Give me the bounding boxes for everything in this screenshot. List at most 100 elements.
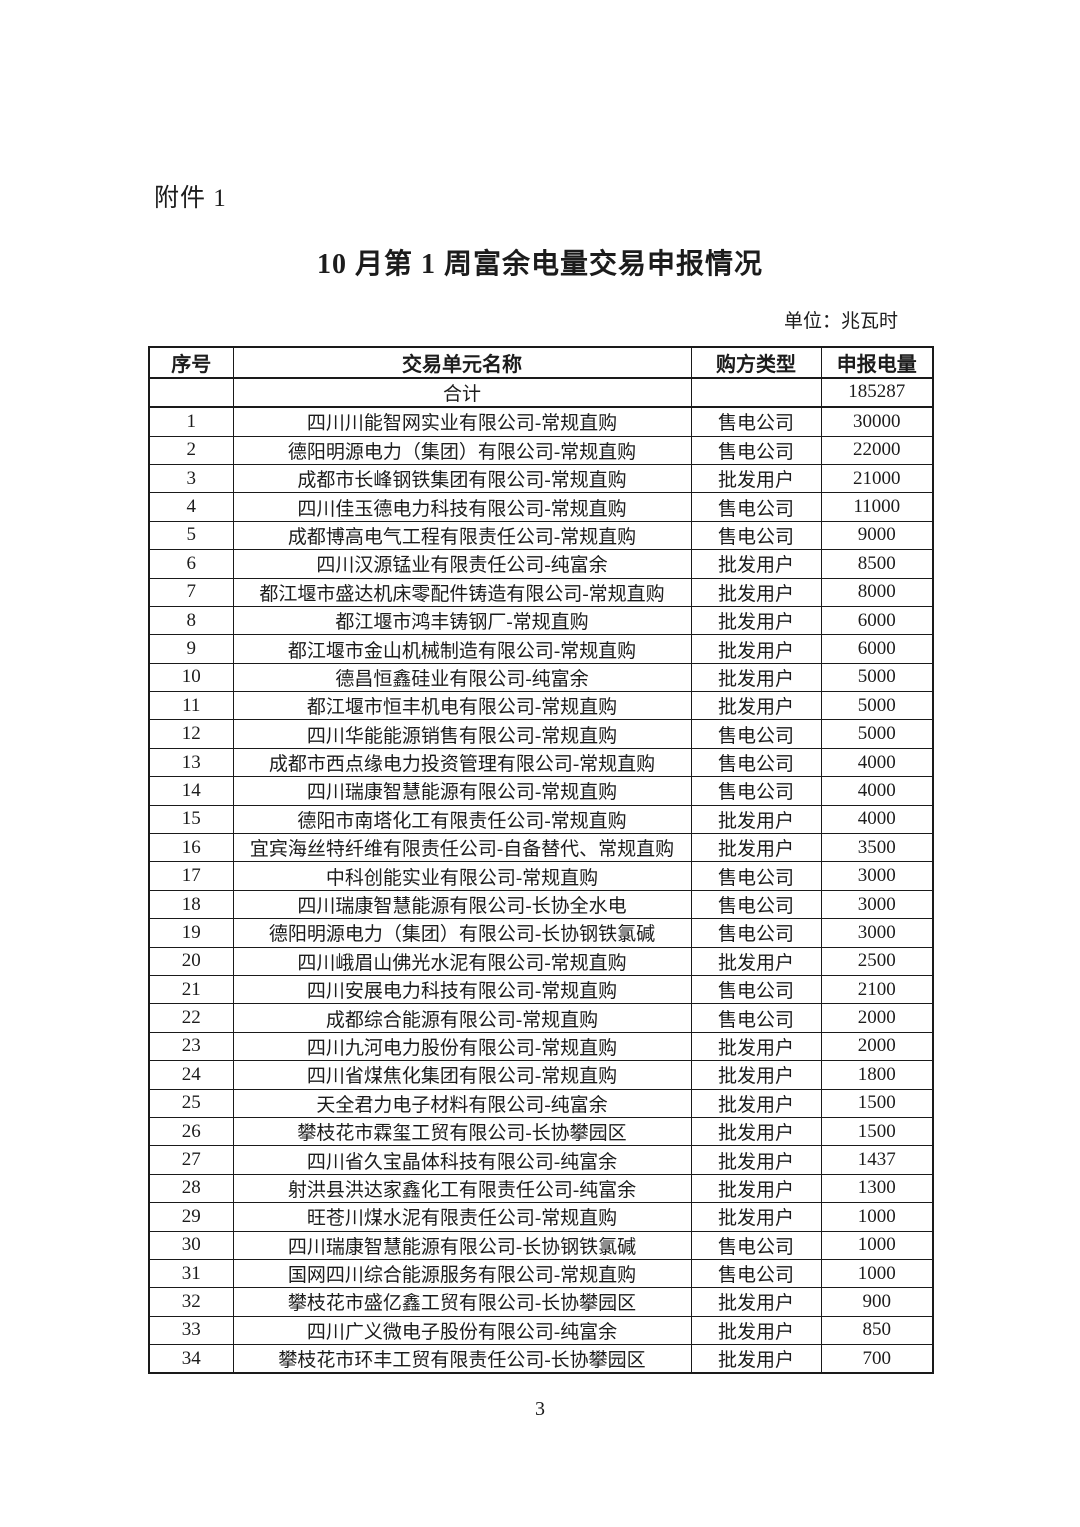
row-buyer-type: 批发用户 [690, 1060, 822, 1090]
row-buyer-type: 批发用户 [690, 1116, 822, 1147]
row-name: 四川瑞康智慧能源有限公司-长协全水电 [232, 889, 692, 920]
table-row: 3 成都市长峰钢铁集团有限公司-常规直购 批发用户 21000 [148, 463, 934, 494]
table-row: 5 成都博高电气工程有限责任公司-常规直购 售电公司 9000 [148, 520, 934, 551]
row-buyer-type: 售电公司 [690, 861, 822, 891]
document-page: 附件 1 10 月第 1 周富余电量交易申报情况 单位：兆瓦时 序号 交易单元名… [148, 0, 934, 1421]
row-no: 2 [148, 435, 234, 465]
row-volume: 2500 [820, 946, 934, 977]
table-row: 19 德阳明源电力（集团）有限公司-长协钢铁氯碱 售电公司 3000 [148, 918, 934, 948]
table-row: 11 都江堰市恒丰机电有限公司-常规直购 批发用户 5000 [148, 691, 934, 721]
table-row: 15 德阳市南塔化工有限责任公司-常规直购 批发用户 4000 [148, 804, 934, 835]
row-name: 国网四川综合能源服务有限公司-常规直购 [232, 1258, 692, 1289]
row-buyer-type: 批发用户 [690, 691, 822, 721]
row-volume: 9000 [820, 520, 934, 551]
row-name: 四川安展电力科技有限公司-常规直购 [232, 974, 692, 1005]
table-row: 31 国网四川综合能源服务有限公司-常规直购 售电公司 1000 [148, 1258, 934, 1289]
row-volume: 2000 [820, 1031, 934, 1062]
table-row: 18 四川瑞康智慧能源有限公司-长协全水电 售电公司 3000 [148, 889, 934, 920]
row-volume: 850 [820, 1315, 934, 1346]
row-name: 天全君力电子材料有限公司-纯富余 [232, 1088, 692, 1118]
page-title: 10 月第 1 周富余电量交易申报情况 [316, 249, 763, 280]
row-volume: 8500 [820, 549, 934, 579]
table-row: 10 德昌恒鑫硅业有限公司-纯富余 批发用户 5000 [148, 662, 934, 693]
row-buyer-type: 批发用户 [690, 1315, 822, 1346]
row-name: 攀枝花市霖玺工贸有限公司-长协攀园区 [232, 1116, 692, 1147]
table-row: 7 都江堰市盛达机床零配件铸造有限公司-常规直购 批发用户 8000 [148, 577, 934, 607]
row-buyer-type: 售电公司 [690, 918, 822, 948]
row-name: 四川九河电力股份有限公司-常规直购 [232, 1031, 692, 1062]
row-volume: 1000 [820, 1258, 934, 1289]
row-volume: 2100 [820, 974, 934, 1005]
row-no: 4 [148, 492, 234, 522]
row-name: 都江堰市鸿丰铸钢厂-常规直购 [232, 605, 692, 636]
row-no: 24 [148, 1060, 234, 1090]
row-no: 20 [148, 946, 234, 977]
total-row-value: 185287 [820, 377, 934, 409]
row-no: 3 [148, 463, 234, 494]
row-buyer-type: 售电公司 [690, 719, 822, 749]
row-name: 四川佳玉德电力科技有限公司-常规直购 [232, 492, 692, 522]
row-volume: 5000 [820, 719, 934, 749]
row-name: 德阳明源电力（集团）有限公司-常规直购 [232, 435, 692, 465]
row-buyer-type: 批发用户 [690, 1287, 822, 1317]
row-no: 15 [148, 804, 234, 835]
row-buyer-type: 批发用户 [690, 549, 822, 579]
row-volume: 5000 [820, 691, 934, 721]
row-volume: 8000 [820, 577, 934, 607]
row-volume: 11000 [820, 492, 934, 522]
row-buyer-type: 售电公司 [690, 889, 822, 920]
total-row-label: 合计 [232, 377, 692, 409]
table-row: 6 四川汉源锰业有限责任公司-纯富余 批发用户 8500 [148, 549, 934, 579]
row-no: 11 [148, 691, 234, 721]
row-name: 德阳明源电力（集团）有限公司-长协钢铁氯碱 [232, 918, 692, 948]
row-name: 旺苍川煤水泥有限责任公司-常规直购 [232, 1202, 692, 1232]
row-no: 19 [148, 918, 234, 948]
row-name: 成都市长峰钢铁集团有限公司-常规直购 [232, 463, 692, 494]
row-buyer-type: 批发用户 [690, 634, 822, 664]
row-name: 四川瑞康智慧能源有限公司-长协钢铁氯碱 [232, 1230, 692, 1260]
row-buyer-type: 批发用户 [690, 833, 822, 863]
col-header-buyer-type: 购方类型 [690, 346, 822, 379]
row-buyer-type: 售电公司 [690, 406, 822, 437]
row-name: 射洪县洪达家鑫化工有限责任公司-纯富余 [232, 1173, 692, 1204]
row-name: 中科创能实业有限公司-常规直购 [232, 861, 692, 891]
row-volume: 6000 [820, 605, 934, 636]
row-name: 四川华能能源销售有限公司-常规直购 [232, 719, 692, 749]
row-no: 25 [148, 1088, 234, 1118]
row-name: 攀枝花市环丰工贸有限责任公司-长协攀园区 [232, 1344, 692, 1374]
header-row: 序号 交易单元名称 购方类型 申报电量 [148, 346, 934, 379]
table-row: 2 德阳明源电力（集团）有限公司-常规直购 售电公司 22000 [148, 435, 934, 465]
row-buyer-type: 批发用户 [690, 1202, 822, 1232]
table-row: 27 四川省久宝晶体科技有限公司-纯富余 批发用户 1437 [148, 1145, 934, 1175]
table-row: 29 旺苍川煤水泥有限责任公司-常规直购 批发用户 1000 [148, 1202, 934, 1232]
page-number: 3 [535, 1398, 545, 1421]
row-volume: 3000 [820, 861, 934, 891]
row-no: 21 [148, 974, 234, 1005]
row-volume: 3000 [820, 889, 934, 920]
row-no: 7 [148, 577, 234, 607]
row-no: 32 [148, 1287, 234, 1317]
row-volume: 5000 [820, 662, 934, 693]
row-volume: 1800 [820, 1060, 934, 1090]
row-buyer-type: 售电公司 [690, 435, 822, 465]
row-buyer-type: 售电公司 [690, 974, 822, 1005]
row-no: 30 [148, 1230, 234, 1260]
row-name: 四川瑞康智慧能源有限公司-常规直购 [232, 776, 692, 806]
row-volume: 1500 [820, 1116, 934, 1147]
row-no: 12 [148, 719, 234, 749]
row-no: 28 [148, 1173, 234, 1204]
table-row: 28 射洪县洪达家鑫化工有限责任公司-纯富余 批发用户 1300 [148, 1173, 934, 1204]
row-volume: 3000 [820, 918, 934, 948]
table-row: 24 四川省煤焦化集团有限公司-常规直购 批发用户 1800 [148, 1060, 934, 1090]
row-buyer-type: 批发用户 [690, 946, 822, 977]
table-row: 16 宜宾海丝特纤维有限责任公司-自备替代、常规直购 批发用户 3500 [148, 833, 934, 863]
row-volume: 700 [820, 1344, 934, 1374]
row-buyer-type: 批发用户 [690, 1088, 822, 1118]
row-buyer-type: 批发用户 [690, 1145, 822, 1175]
row-volume: 1500 [820, 1088, 934, 1118]
row-buyer-type: 售电公司 [690, 1003, 822, 1033]
row-buyer-type: 批发用户 [690, 605, 822, 636]
row-name: 攀枝花市盛亿鑫工贸有限公司-长协攀园区 [232, 1287, 692, 1317]
row-name: 四川峨眉山佛光水泥有限公司-常规直购 [232, 946, 692, 977]
col-header-name: 交易单元名称 [232, 346, 692, 379]
